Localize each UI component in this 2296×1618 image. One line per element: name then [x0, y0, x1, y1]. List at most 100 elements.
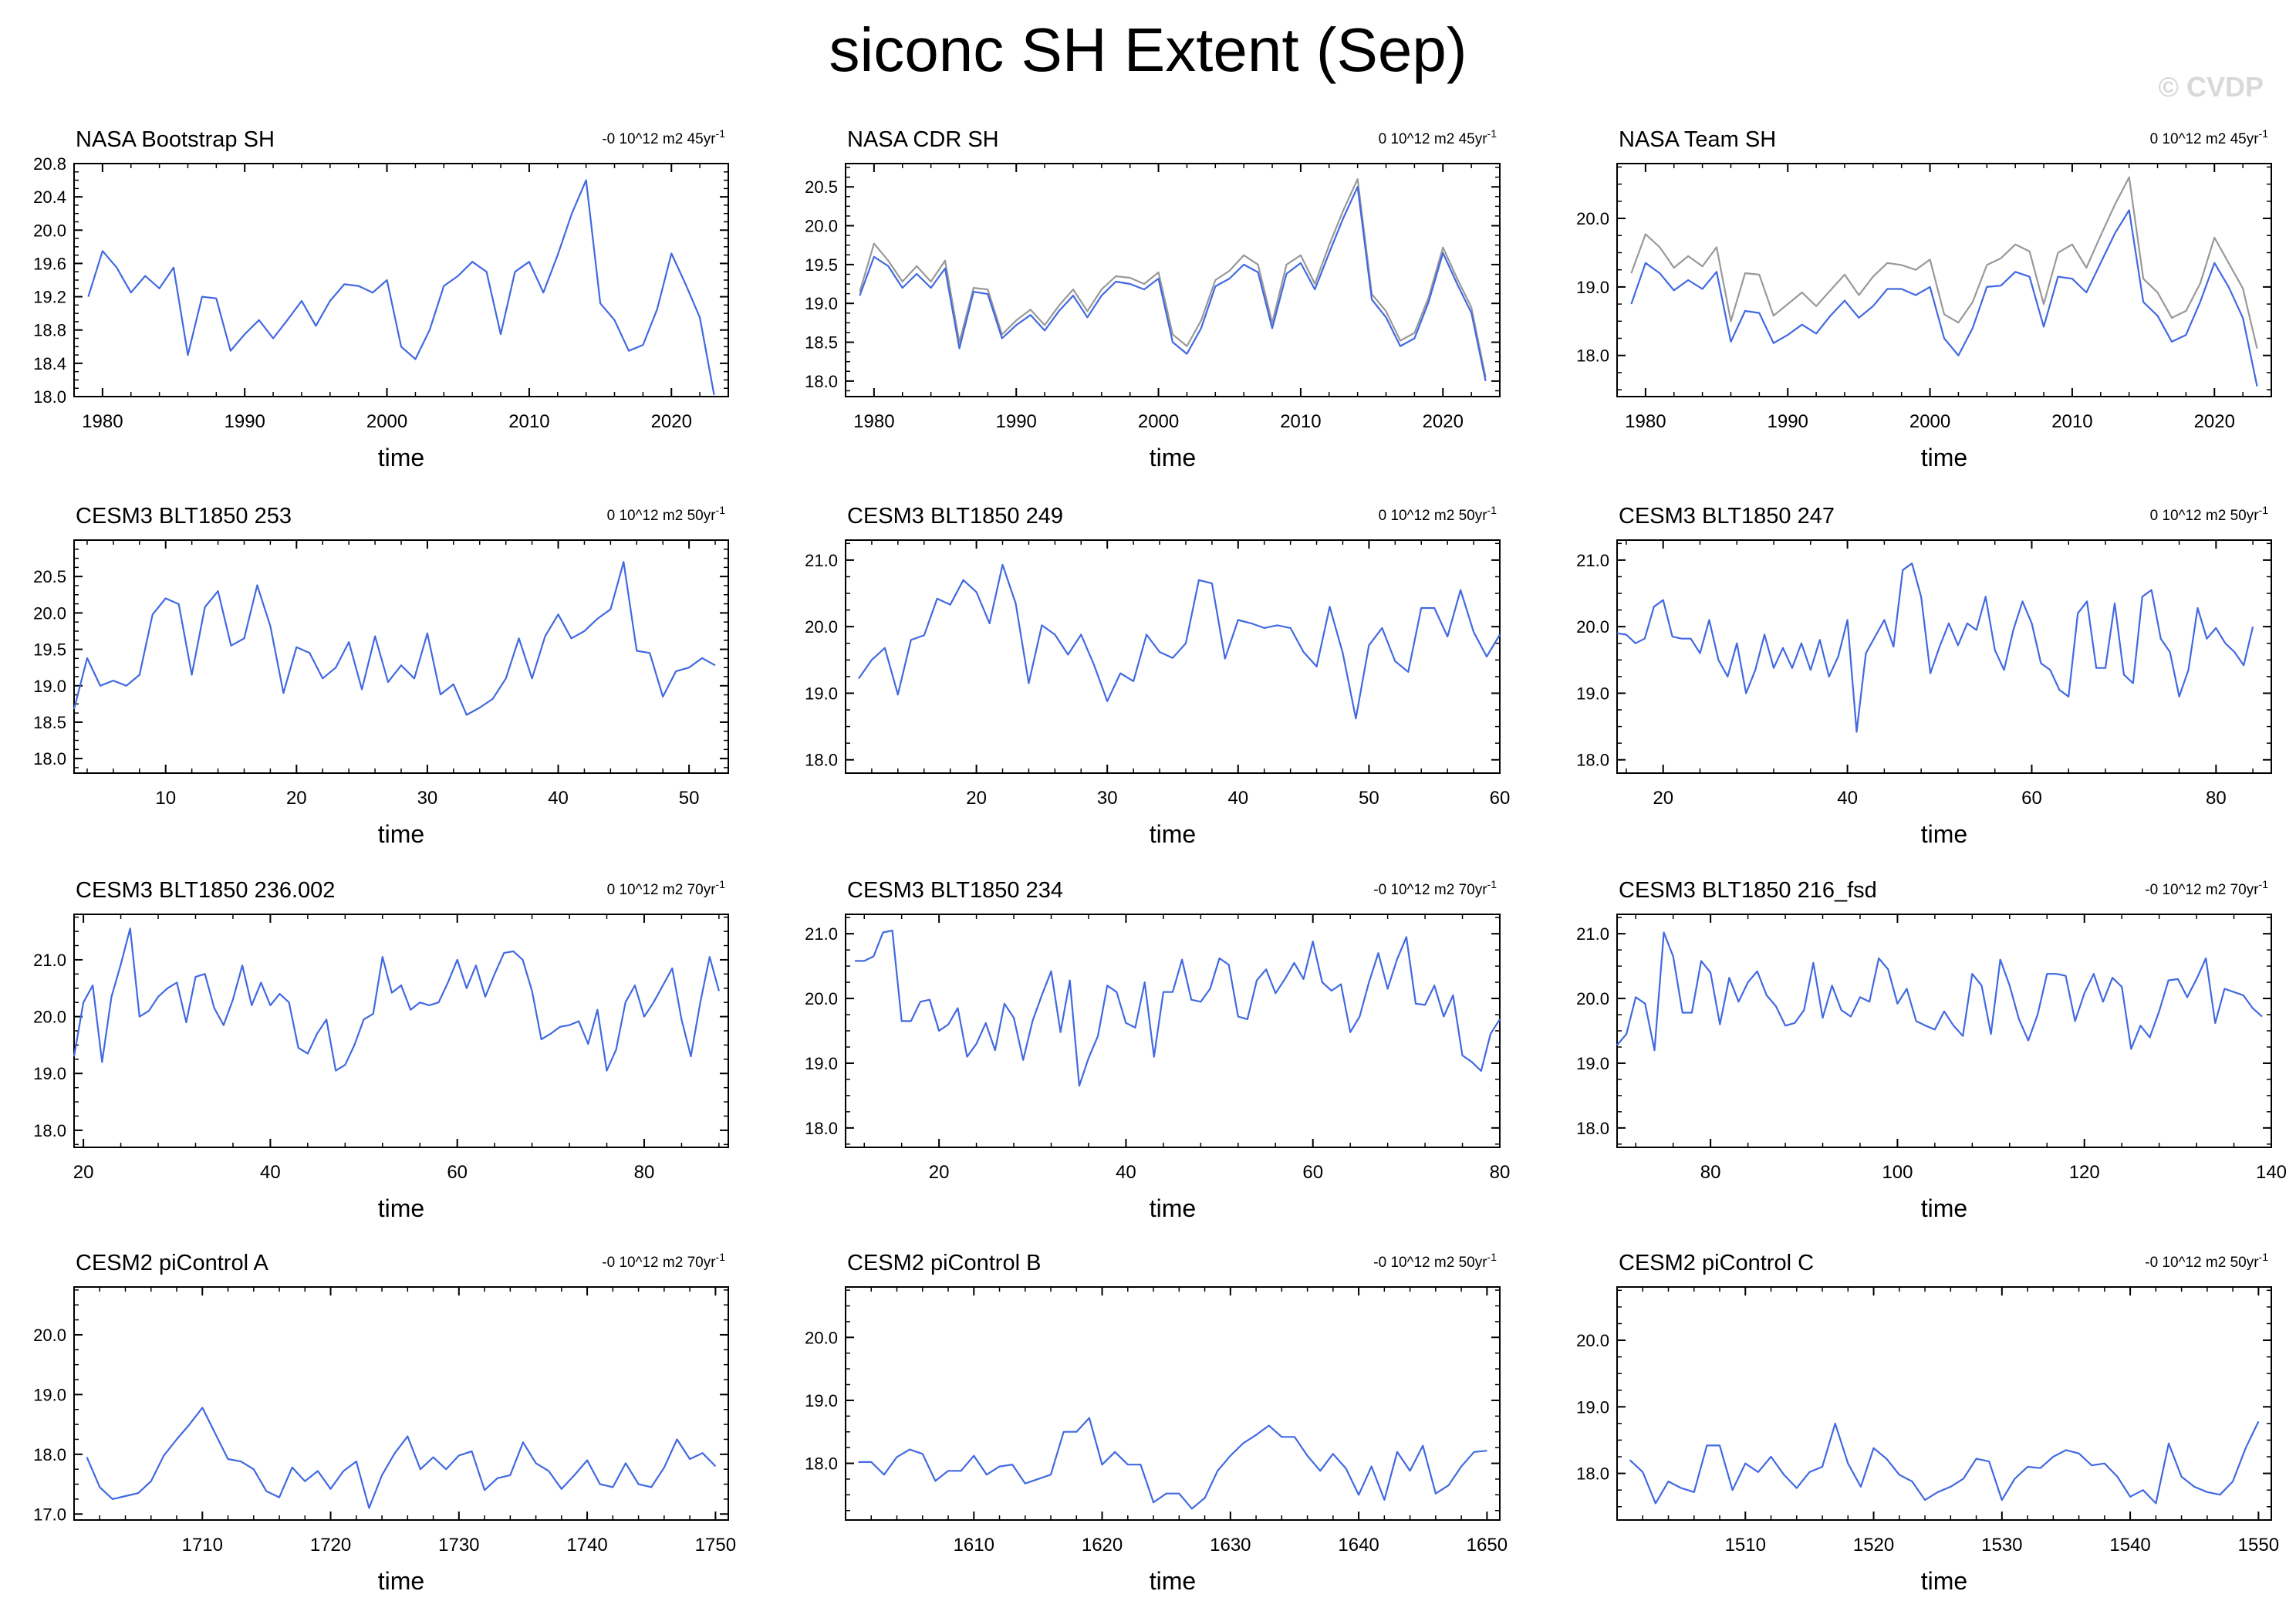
- plot-frame: [1616, 539, 2272, 774]
- y-tick-label: 19.6: [33, 254, 66, 273]
- x-tick-label: 1730: [438, 1535, 479, 1556]
- y-tick-label: 19.0: [33, 677, 66, 696]
- x-tick-label: 1740: [566, 1535, 607, 1556]
- y-tick-label: 20.4: [33, 187, 66, 207]
- y-tick-label: 20.0: [805, 1328, 838, 1347]
- y-tick-label: 18.0: [33, 749, 66, 768]
- x-tick-label: 1990: [1768, 411, 1808, 432]
- y-tick-label: 20.0: [1576, 617, 1609, 637]
- x-tick-label: 2000: [1909, 411, 1950, 432]
- x-tick-label: 60: [2021, 788, 2042, 809]
- panel-title: NASA CDR SH: [847, 127, 999, 152]
- panel-title: CESM3 BLT1850 216_fsd: [1619, 878, 1877, 903]
- x-axis-label: time: [378, 1194, 424, 1222]
- x-tick-label: 1540: [2109, 1535, 2150, 1556]
- x-tick-label: 60: [447, 1162, 468, 1183]
- y-tick-label: 19.0: [805, 1391, 838, 1410]
- x-tick-label: 20: [73, 1162, 94, 1183]
- y-tick-label: 18.0: [1576, 1119, 1609, 1138]
- main-title: siconc SH Extent (Sep): [829, 15, 1467, 84]
- plot-frame: [845, 1286, 1501, 1521]
- chart-panel-2: NASA Team SH 0 10^12 m2 45yr-1 18.0 19.0 20.…: [1576, 127, 2272, 471]
- x-tick-label: 1620: [1082, 1535, 1123, 1556]
- panel-title: NASA Bootstrap SH: [76, 127, 275, 152]
- x-tick-label: 1550: [2238, 1535, 2279, 1556]
- y-tick-label: 19.5: [33, 640, 66, 660]
- x-axis-label: time: [1921, 820, 1967, 848]
- y-tick-label: 19.5: [805, 255, 838, 275]
- series-line-0: [1630, 209, 2258, 387]
- panel-title: CESM3 BLT1850 249: [847, 504, 1063, 529]
- x-tick-label: 1990: [996, 411, 1037, 432]
- x-tick-label: 2010: [2051, 411, 2092, 432]
- chart-panel-9: CESM2 piControl A -0 10^12 m2 70yr-1 17.0 1…: [33, 1251, 736, 1595]
- y-tick-label: 18.0: [1576, 1464, 1609, 1484]
- x-tick-label: 2010: [508, 411, 549, 432]
- y-tick-label: 19.0: [1576, 1397, 1609, 1417]
- y-tick-label: 21.0: [1576, 551, 1609, 570]
- x-tick-label: 1530: [1981, 1535, 2022, 1556]
- series-line-0: [858, 563, 1501, 720]
- y-tick-label: 20.0: [33, 221, 66, 240]
- x-tick-label: 2020: [1423, 411, 1464, 432]
- panel-title: NASA Team SH: [1619, 127, 1776, 152]
- x-axis-label: time: [1150, 444, 1196, 471]
- x-tick-label: 50: [679, 788, 700, 809]
- x-axis-label: time: [378, 1567, 424, 1595]
- y-tick-label: 20.0: [1576, 989, 1609, 1008]
- chart-panel-10: CESM2 piControl B -0 10^12 m2 50yr-1 18.0 1…: [805, 1251, 1508, 1595]
- x-tick-label: 20: [286, 788, 307, 809]
- x-tick-label: 20: [966, 788, 987, 809]
- x-axis-label: time: [1921, 1194, 1967, 1222]
- trend-label: 0 10^12 m2 50yr-1: [607, 504, 726, 524]
- chart-panel-8: CESM3 BLT1850 216_fsd -0 10^12 m2 70yr-1 1…: [1576, 878, 2287, 1222]
- x-tick-label: 1990: [225, 411, 265, 432]
- cvdp-watermark: © CVDP: [2158, 71, 2264, 103]
- x-axis-label: time: [378, 820, 424, 848]
- chart-panel-1: NASA CDR SH 0 10^12 m2 45yr-1 18.0 18.5 19.0…: [805, 127, 1501, 471]
- series-line-0: [73, 927, 720, 1072]
- plot-frame: [73, 163, 729, 397]
- y-tick-label: 19.0: [805, 684, 838, 703]
- trend-label: 0 10^12 m2 45yr-1: [1379, 127, 1497, 147]
- y-tick-label: 20.0: [1576, 1331, 1609, 1350]
- y-tick-label: 17.0: [33, 1505, 66, 1524]
- trend-label: -0 10^12 m2 70yr-1: [1373, 878, 1497, 898]
- chart-panel-5: CESM3 BLT1850 247 0 10^12 m2 50yr-1 18.0 19…: [1576, 504, 2272, 848]
- x-tick-label: 1720: [310, 1535, 351, 1556]
- x-tick-label: 140: [2256, 1162, 2287, 1183]
- y-tick-label: 21.0: [805, 924, 838, 944]
- y-tick-label: 18.0: [805, 1119, 838, 1138]
- y-tick-label: 19.0: [33, 1064, 66, 1083]
- x-axis-label: time: [378, 444, 424, 471]
- y-tick-label: 18.4: [33, 354, 66, 373]
- plot-frame: [1616, 1286, 2272, 1521]
- x-tick-label: 20: [929, 1162, 950, 1183]
- x-tick-label: 1980: [1625, 411, 1666, 432]
- x-tick-label: 2000: [366, 411, 407, 432]
- series-line-0: [1616, 562, 2254, 733]
- y-tick-label: 18.8: [33, 321, 66, 340]
- y-tick-label: 18.0: [805, 1454, 838, 1474]
- y-tick-label: 18.5: [33, 713, 66, 732]
- x-tick-label: 80: [1700, 1162, 1721, 1183]
- x-tick-label: 2020: [651, 411, 692, 432]
- x-tick-label: 60: [1490, 788, 1511, 809]
- x-tick-label: 80: [634, 1162, 655, 1183]
- x-tick-label: 1750: [695, 1535, 736, 1556]
- chart-panel-0: NASA Bootstrap SH -0 10^12 m2 45yr-1 18.0 1…: [33, 127, 729, 471]
- plot-frame: [1616, 914, 2272, 1148]
- y-tick-label: 21.0: [33, 951, 66, 970]
- y-tick-label: 20.0: [805, 617, 838, 637]
- x-tick-label: 80: [2206, 788, 2227, 809]
- y-tick-label: 18.0: [1576, 346, 1609, 366]
- x-tick-label: 30: [417, 788, 438, 809]
- y-tick-label: 18.0: [33, 1121, 66, 1140]
- x-tick-label: 40: [548, 788, 569, 809]
- y-tick-label: 20.5: [33, 567, 66, 586]
- series-line-0: [86, 1407, 717, 1509]
- trend-label: -0 10^12 m2 50yr-1: [1373, 1251, 1497, 1271]
- trend-label: -0 10^12 m2 70yr-1: [602, 1251, 725, 1271]
- chart-panel-4: CESM3 BLT1850 249 0 10^12 m2 50yr-1 18.0 19…: [805, 504, 1510, 848]
- x-tick-label: 120: [2069, 1162, 2100, 1183]
